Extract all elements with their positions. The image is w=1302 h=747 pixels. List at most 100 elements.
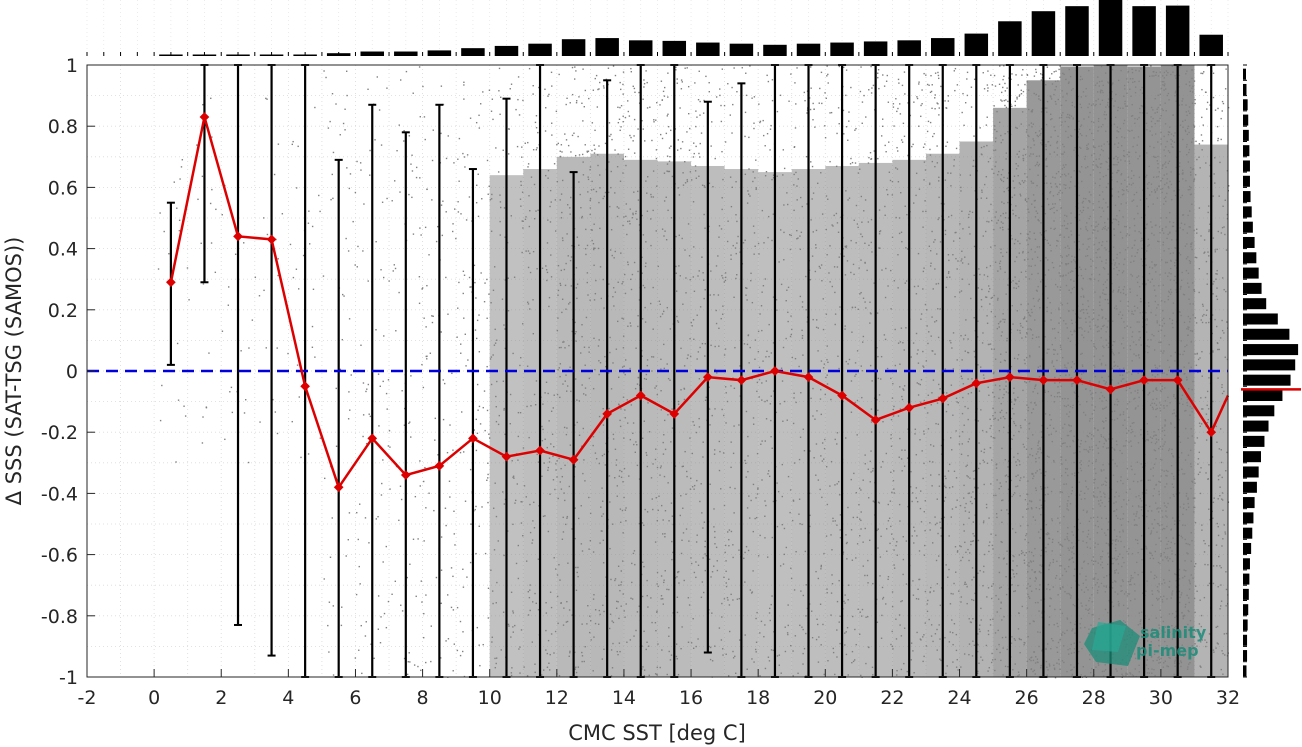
scatter-point xyxy=(492,118,494,121)
scatter-point xyxy=(484,429,486,432)
scatter-point xyxy=(521,220,523,222)
scatter-point xyxy=(877,76,879,79)
scatter-point xyxy=(594,77,596,80)
scatter-point xyxy=(933,132,935,135)
scatter-point xyxy=(491,98,494,100)
scatter-point xyxy=(440,132,442,135)
scatter-point xyxy=(356,511,358,514)
scatter-point xyxy=(795,103,797,105)
scatter-point xyxy=(363,203,365,205)
scatter-point xyxy=(695,125,697,128)
scatter-point xyxy=(415,166,418,169)
scatter-point xyxy=(721,68,724,70)
scatter-point xyxy=(332,674,335,676)
scatter-point xyxy=(827,82,829,84)
scatter-point xyxy=(699,156,701,158)
scatter-point xyxy=(277,258,279,260)
scatter-point xyxy=(490,198,493,200)
scatter-point xyxy=(929,148,931,151)
scatter-point xyxy=(646,107,649,109)
scatter-point xyxy=(362,382,365,384)
scatter-point xyxy=(470,523,472,525)
scatter-point xyxy=(966,94,969,97)
scatter-point xyxy=(916,96,918,98)
scatter-point xyxy=(476,319,479,322)
scatter-point xyxy=(307,222,310,224)
scatter-point xyxy=(375,518,377,520)
scatter-point xyxy=(850,157,852,160)
scatter-point xyxy=(423,116,426,118)
scatter-point xyxy=(565,103,567,106)
scatter-point xyxy=(509,393,512,396)
scatter-point xyxy=(599,81,601,84)
scatter-point xyxy=(432,129,434,131)
scatter-point xyxy=(926,130,929,133)
scatter-point xyxy=(901,141,904,143)
scatter-point xyxy=(561,151,563,153)
scatter-point xyxy=(383,612,386,615)
scatter-point xyxy=(947,100,950,102)
scatter-point xyxy=(490,383,493,386)
scatter-point xyxy=(776,110,779,113)
scatter-point xyxy=(514,502,516,504)
scatter-point xyxy=(462,152,464,155)
scatter-point xyxy=(882,118,884,120)
scatter-point xyxy=(928,84,930,86)
scatter-point xyxy=(573,78,576,80)
scatter-point xyxy=(925,74,927,76)
scatter-point xyxy=(406,576,408,579)
scatter-point xyxy=(478,114,480,117)
scatter-point xyxy=(504,433,506,436)
scatter-point xyxy=(499,220,501,223)
right-histogram xyxy=(1241,64,1301,678)
scatter-point xyxy=(328,651,330,653)
scatter-point xyxy=(437,225,439,228)
scatter-point xyxy=(628,115,631,117)
scatter-point xyxy=(442,103,445,106)
scatter-point xyxy=(588,97,590,100)
scatter-point xyxy=(597,88,599,91)
scatter-point xyxy=(676,82,678,84)
scatter-point xyxy=(535,115,538,117)
scatter-point xyxy=(592,89,595,91)
scatter-point xyxy=(642,98,644,100)
scatter-point xyxy=(398,124,400,126)
scatter-point xyxy=(495,662,497,665)
scatter-point xyxy=(1059,76,1061,78)
top-hist-bar xyxy=(1199,34,1223,56)
scatter-point xyxy=(474,281,476,284)
scatter-point xyxy=(422,636,425,639)
scatter-point xyxy=(892,106,895,108)
scatter-point xyxy=(620,126,622,128)
scatter-point xyxy=(809,108,812,111)
scatter-point xyxy=(431,315,433,317)
scatter-point xyxy=(522,99,524,102)
scatter-point xyxy=(348,391,350,393)
scatter-point xyxy=(465,365,467,367)
scatter-point xyxy=(736,91,738,93)
scatter-point xyxy=(524,142,526,144)
scatter-point xyxy=(622,120,624,123)
scatter-point xyxy=(161,384,163,387)
top-hist-bar xyxy=(628,40,653,56)
scatter-point xyxy=(494,657,496,660)
scatter-point xyxy=(670,129,672,132)
scatter-point xyxy=(909,114,912,117)
scatter-point xyxy=(221,330,224,332)
top-hist-bar xyxy=(427,50,452,56)
scatter-point xyxy=(1035,68,1037,71)
scatter-point xyxy=(358,649,360,651)
scatter-point xyxy=(1004,90,1007,92)
scatter-point xyxy=(201,442,204,444)
scatter-point xyxy=(512,352,514,355)
scatter-point xyxy=(452,575,454,578)
scatter-point xyxy=(478,525,480,527)
scatter-point xyxy=(479,423,482,425)
scatter-point xyxy=(459,620,462,623)
scatter-point xyxy=(845,125,848,128)
scatter-point xyxy=(399,485,402,487)
scatter-point xyxy=(365,390,367,393)
scatter-point xyxy=(534,121,537,124)
scatter-point xyxy=(627,100,629,102)
scatter-point xyxy=(494,666,497,669)
